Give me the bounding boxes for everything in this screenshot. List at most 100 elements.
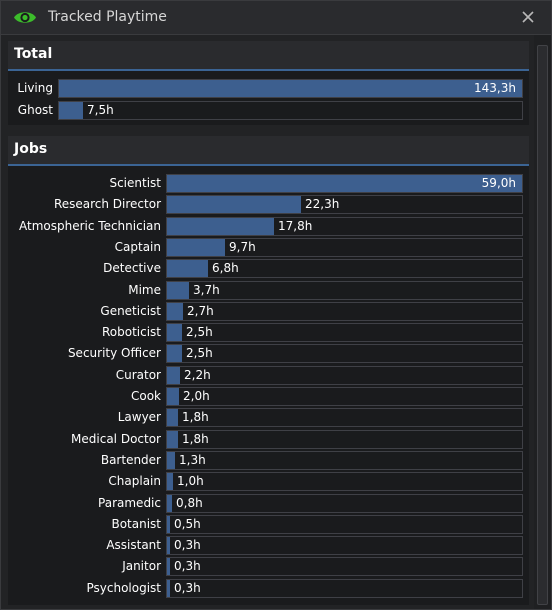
- window-title: Tracked Playtime: [48, 9, 167, 25]
- jobs-row-label: Paramedic: [98, 495, 161, 510]
- jobs-bar-fill: [167, 430, 178, 448]
- jobs-bar-fill: [167, 494, 172, 512]
- jobs-bar-fill: [167, 579, 170, 597]
- jobs-bar: 2,0h: [166, 387, 523, 406]
- jobs-bar-fill: [167, 175, 522, 192]
- jobs-bar-value: 3,7h: [193, 282, 220, 297]
- total-bar-value: 143,3h: [474, 81, 516, 95]
- jobs-row-label: Chaplain: [108, 474, 161, 489]
- jobs-bar: 2,5h: [166, 344, 523, 364]
- content-area[interactable]: Total Living 143,3h Ghost 7,5h Jobs Scienti…: [1, 35, 551, 609]
- jobs-bar: 17,8h: [166, 216, 523, 236]
- jobs-bar-value: 0,3h: [174, 580, 201, 595]
- jobs-bar-value: 6,8h: [212, 261, 239, 276]
- jobs-bar-fill: [167, 324, 182, 342]
- jobs-bar: 0,3h: [166, 578, 523, 598]
- jobs-bar: 2,2h: [166, 365, 523, 385]
- jobs-bar: 59,0h: [166, 174, 523, 193]
- jobs-row-label: Psychologist: [86, 580, 161, 595]
- title-bar[interactable]: Tracked Playtime: [1, 1, 551, 35]
- jobs-bar-value: 9,7h: [229, 239, 256, 254]
- jobs-section: Jobs Scientist 59,0h Research Director 22,3…: [8, 136, 529, 605]
- jobs-bar-value: 0,5h: [174, 516, 201, 531]
- total-header: Total: [8, 41, 529, 71]
- jobs-bar-value: 59,0h: [481, 176, 516, 190]
- jobs-bar: 0,8h: [166, 493, 523, 513]
- scrollbar[interactable]: [534, 35, 551, 609]
- jobs-bar-value: 1,8h: [182, 431, 209, 446]
- jobs-row-label: Captain: [114, 239, 161, 254]
- jobs-bar: 2,5h: [166, 323, 523, 343]
- jobs-bar-value: 2,5h: [186, 346, 213, 361]
- jobs-bar-fill: [167, 302, 183, 320]
- jobs-bar-value: 0,3h: [174, 538, 201, 553]
- jobs-title: Jobs: [14, 141, 48, 157]
- jobs-row-label: Mime: [128, 282, 161, 297]
- jobs-bar-fill: [167, 238, 225, 256]
- jobs-bar-value: 2,7h: [187, 303, 214, 318]
- jobs-bar-value: 2,5h: [186, 325, 213, 340]
- total-bar-fill: [59, 80, 522, 97]
- jobs-bar: 1,8h: [166, 429, 523, 449]
- total-row-label: Ghost: [17, 103, 53, 117]
- jobs-bar-value: 2,2h: [184, 367, 211, 382]
- jobs-bar-fill: [167, 366, 180, 384]
- total-bar: 7,5h: [58, 101, 523, 120]
- jobs-bar-value: 0,8h: [176, 495, 203, 510]
- jobs-bar-value: 1,0h: [177, 474, 204, 489]
- total-section: Total Living 143,3h Ghost 7,5h: [8, 41, 529, 125]
- jobs-bar-fill: [167, 260, 208, 278]
- jobs-row-label: Assistant: [106, 538, 161, 553]
- jobs-bar: 22,3h: [166, 195, 523, 215]
- jobs-bar-value: 2,0h: [183, 389, 210, 403]
- scrollbar-thumb[interactable]: [537, 45, 548, 605]
- jobs-bar-fill: [167, 537, 170, 555]
- jobs-bar-fill: [167, 388, 179, 405]
- jobs-bar: 1,3h: [166, 450, 523, 470]
- jobs-row-label: Roboticist: [101, 325, 161, 340]
- jobs-row-label: Bartender: [100, 452, 161, 467]
- jobs-bar: 0,3h: [166, 557, 523, 577]
- jobs-bar: 1,8h: [166, 408, 523, 428]
- jobs-bar-fill: [167, 558, 170, 576]
- jobs-bar-value: 17,8h: [278, 218, 313, 233]
- close-icon[interactable]: [521, 10, 535, 24]
- jobs-bar-value: 22,3h: [305, 197, 340, 212]
- jobs-header: Jobs: [8, 136, 529, 166]
- jobs-bar: 3,7h: [166, 280, 523, 300]
- jobs-body: Scientist 59,0h Research Director 22,3h Atmo…: [8, 166, 529, 605]
- jobs-bar-fill: [167, 473, 173, 491]
- total-row-label: Living: [17, 81, 53, 95]
- total-bar-fill: [59, 102, 83, 119]
- eye-icon: [14, 12, 36, 23]
- jobs-bar: 1,0h: [166, 472, 523, 492]
- jobs-bar: 2,7h: [166, 301, 523, 321]
- jobs-row-label: Detective: [103, 261, 161, 276]
- jobs-bar-value: 1,3h: [179, 452, 206, 467]
- jobs-bar-fill: [167, 345, 182, 363]
- jobs-bar-fill: [167, 281, 189, 299]
- jobs-row-label: Research Director: [53, 197, 161, 212]
- jobs-row-label: Botanist: [111, 516, 161, 531]
- total-bar-value: 7,5h: [87, 103, 114, 117]
- total-title: Total: [14, 46, 53, 62]
- jobs-row-label: Geneticist: [100, 303, 161, 318]
- jobs-bar-fill: [167, 196, 301, 214]
- jobs-row-label: Lawyer: [117, 410, 161, 425]
- jobs-row-label: Janitor: [122, 559, 161, 574]
- jobs-row-label: Scientist: [109, 176, 161, 190]
- jobs-bar: 6,8h: [166, 259, 523, 279]
- jobs-bar-value: 1,8h: [182, 410, 209, 425]
- jobs-bar-fill: [167, 217, 274, 235]
- jobs-bar: 9,7h: [166, 237, 523, 257]
- total-bar: 143,3h: [58, 79, 523, 98]
- jobs-bar: 0,5h: [166, 514, 523, 534]
- jobs-row-label: Security Officer: [67, 346, 161, 361]
- jobs-row-label: Atmospheric Technician: [19, 218, 161, 233]
- jobs-bar-fill: [167, 409, 178, 427]
- jobs-bar-fill: [167, 451, 175, 469]
- jobs-row-label: Medical Doctor: [71, 431, 161, 446]
- jobs-bar: 0,3h: [166, 536, 523, 556]
- jobs-row-label: Curator: [115, 367, 161, 382]
